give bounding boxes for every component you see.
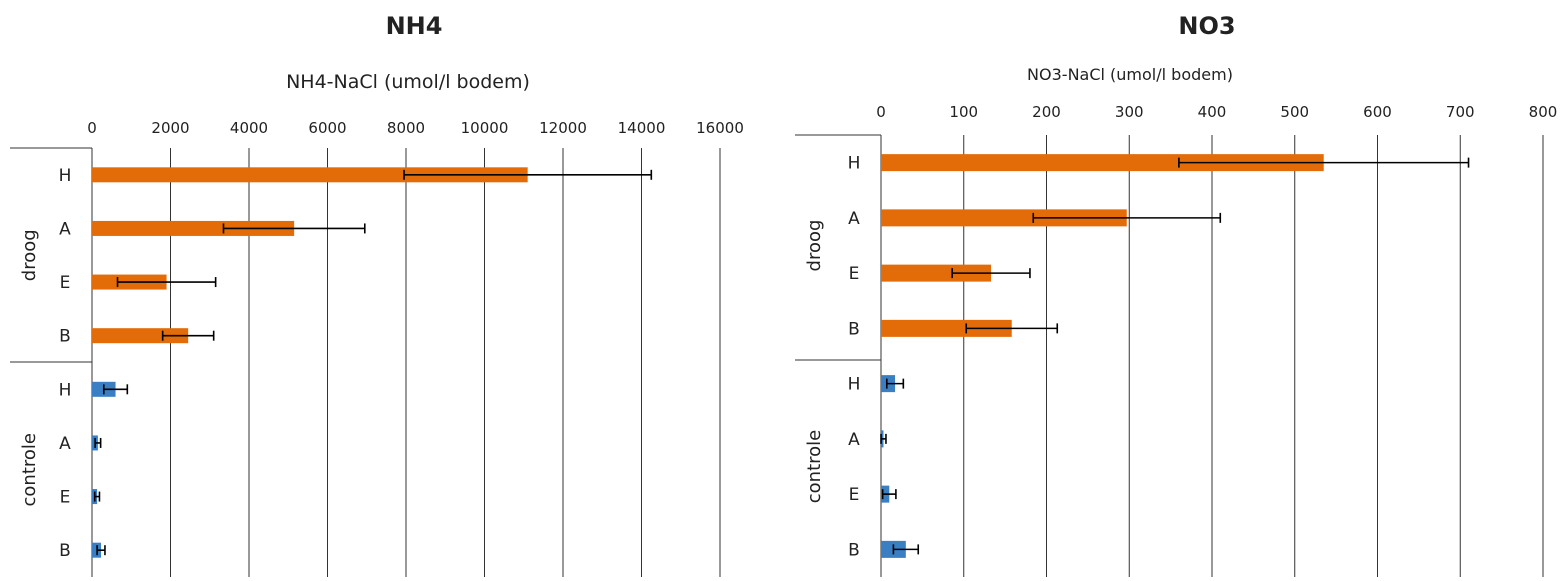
category-label: E <box>849 264 860 284</box>
category-label: A <box>59 434 71 454</box>
category-label: E <box>849 485 860 505</box>
category-label: H <box>59 380 72 400</box>
group-label: droog <box>19 229 40 281</box>
category-label: E <box>60 273 71 293</box>
category-label: A <box>848 430 860 450</box>
bar <box>881 264 992 282</box>
category-label: A <box>59 219 71 239</box>
group-label: droog <box>804 220 825 272</box>
x-tick-label: 12000 <box>539 119 587 137</box>
category-label: H <box>848 154 861 174</box>
x-tick-label: 16000 <box>696 119 744 137</box>
x-tick-label: 300 <box>1115 103 1144 121</box>
category-label: H <box>848 375 861 395</box>
x-tick-label: 0 <box>87 119 97 137</box>
group-label: controle <box>19 433 40 506</box>
category-label: B <box>848 540 860 560</box>
category-label: B <box>848 319 860 339</box>
chart-title: NO3 <box>1178 12 1235 40</box>
x-tick-label: 600 <box>1363 103 1392 121</box>
x-axis-label: NO3-NaCl (umol/l bodem) <box>1027 65 1233 84</box>
x-tick-label: 700 <box>1446 103 1475 121</box>
category-label: B <box>59 541 71 561</box>
x-tick-label: 10000 <box>461 119 509 137</box>
category-label: H <box>59 166 72 186</box>
x-tick-label: 100 <box>949 103 978 121</box>
x-tick-label: 2000 <box>151 119 189 137</box>
x-tick-label: 4000 <box>230 119 268 137</box>
bar <box>92 167 528 183</box>
bar <box>92 328 189 344</box>
x-tick-label: 6000 <box>308 119 346 137</box>
bar <box>881 209 1127 227</box>
category-label: E <box>60 488 71 508</box>
x-tick-label: 200 <box>1032 103 1061 121</box>
no3-chart: NO3 NO3-NaCl (umol/l bodem) 0 100 200 300 400 5… <box>795 12 1557 577</box>
x-tick-label: 14000 <box>618 119 666 137</box>
bar <box>92 220 295 236</box>
group-label: controle <box>804 430 825 503</box>
x-tick-label: 800 <box>1529 103 1558 121</box>
bar <box>881 154 1324 172</box>
bar <box>881 319 1012 337</box>
category-label: A <box>848 209 860 229</box>
x-tick-label: 0 <box>876 103 886 121</box>
x-tick-label: 8000 <box>387 119 425 137</box>
chart-title: NH4 <box>386 12 443 40</box>
x-axis-label: NH4-NaCl (umol/l bodem) <box>286 71 530 93</box>
x-tick-label: 400 <box>1198 103 1227 121</box>
category-label: B <box>59 327 71 347</box>
x-tick-label: 500 <box>1280 103 1309 121</box>
nh4-chart: NH4 NH4-NaCl (umol/l bodem) 0 2000 4000 6000 8… <box>10 12 744 577</box>
